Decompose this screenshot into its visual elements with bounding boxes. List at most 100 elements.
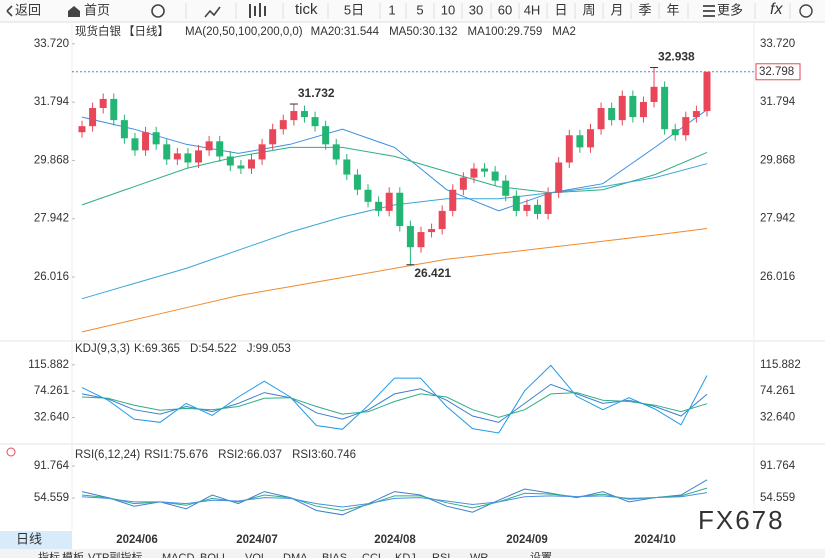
candle-body (120, 120, 128, 139)
indicator-line (81, 487, 708, 512)
period-tab[interactable]: 日线 (16, 531, 42, 546)
candle-body (682, 117, 690, 136)
candle-body (195, 150, 203, 163)
candle-icon[interactable] (249, 3, 266, 18)
bottom-tab[interactable]: VTP副指标 (88, 550, 142, 558)
bottom-tab[interactable]: VOL (245, 552, 267, 558)
period-button[interactable]: 60 (498, 2, 512, 17)
y-tick-label-right: 91.764 (760, 460, 796, 472)
legend-item: RSI1:75.676 (144, 449, 208, 461)
bottom-tab[interactable]: 设置 (530, 551, 552, 558)
x-tick-label: 2024/08 (374, 534, 416, 546)
period-button[interactable]: 4H (524, 2, 541, 17)
candle-body (290, 111, 298, 121)
candle-body (449, 189, 457, 211)
period-tab-bg[interactable] (0, 531, 72, 549)
candle-body (639, 101, 647, 118)
period-button[interactable]: 年 (666, 2, 679, 17)
y-tick-label-right: 31.794 (760, 96, 796, 108)
candle-body (565, 135, 573, 163)
period-button[interactable]: 季 (638, 2, 651, 17)
candle-body (184, 153, 192, 163)
bottom-tab[interactable]: BIAS (322, 552, 347, 558)
legend-item: MA2 (552, 26, 576, 38)
candle-body (481, 168, 489, 172)
candle-body (618, 95, 626, 121)
candle-body (523, 204, 531, 211)
candle-body (555, 162, 563, 193)
tick-button[interactable]: tick (295, 1, 318, 18)
y-tick-label-right: 54.559 (760, 492, 795, 504)
legend-item: RSI3:60.746 (292, 449, 356, 461)
legend-title: RSI(6,12,24) (75, 449, 140, 461)
back-button[interactable]: 返回 (15, 2, 41, 17)
candle-body (279, 120, 287, 130)
bottom-tab[interactable]: 指标 (38, 550, 60, 558)
y-tick-label-left: 115.882 (28, 359, 69, 371)
x-tick-label: 2024/07 (236, 534, 278, 546)
candle-body (142, 132, 150, 151)
indicator-line (81, 479, 708, 516)
more-button[interactable]: 更多 (717, 2, 743, 17)
candle-body (661, 86, 669, 130)
legend-item: J:99.053 (247, 343, 291, 355)
period-button[interactable]: 5日 (344, 2, 364, 17)
indicator-line (81, 146, 708, 206)
y-tick-label-left: 91.764 (34, 460, 70, 472)
y-tick-label-left: 26.016 (34, 271, 69, 283)
candle-body (438, 210, 446, 230)
bottom-tab[interactable]: 模板 (62, 550, 84, 558)
period-button[interactable]: 10 (441, 2, 455, 17)
back-icon[interactable] (6, 5, 13, 17)
last-price-label: 32.798 (759, 66, 794, 78)
home-button[interactable]: 首页 (84, 2, 110, 17)
period-button[interactable]: 日 (554, 2, 567, 17)
indicator-line (81, 492, 708, 508)
menu-icon[interactable] (703, 5, 715, 17)
indicator-line (81, 392, 708, 418)
period-button[interactable]: 周 (582, 2, 595, 17)
ma-params: MA(20,50,100,200,0,0) (185, 26, 303, 38)
home-icon[interactable] (68, 6, 80, 17)
period-button[interactable]: 5 (416, 2, 423, 17)
bottom-tab[interactable]: DMA (283, 552, 308, 558)
bottom-tab[interactable]: KDJ (395, 552, 416, 558)
y-tick-label-left: 33.720 (34, 38, 69, 50)
bottom-tab[interactable]: WR (470, 552, 488, 558)
candle-body (269, 129, 277, 145)
candle-body (650, 86, 658, 102)
refresh-icon[interactable] (151, 4, 165, 18)
fx-button[interactable]: fx (770, 1, 783, 18)
candle-body (491, 171, 499, 181)
candle-body (671, 129, 679, 136)
candle-body (99, 98, 107, 109)
candle-body (131, 138, 139, 151)
extreme-label: 26.421 (414, 266, 451, 280)
x-tick-label: 2024/06 (116, 534, 158, 546)
panel-tools (705, 29, 750, 39)
legend-title: 【日线】 (123, 24, 169, 38)
y-tick-label-right: 115.882 (760, 359, 801, 371)
candle-body (300, 111, 308, 118)
bottom-tab[interactable]: MACD (162, 552, 194, 558)
settings-icon[interactable] (799, 4, 813, 18)
y-tick-label-left: 29.868 (34, 154, 69, 166)
y-tick-label-left: 27.942 (34, 213, 69, 225)
candle-body (692, 111, 700, 118)
bottom-tab[interactable]: RSI (432, 552, 450, 558)
y-tick-label-left: 32.640 (34, 412, 69, 424)
period-button[interactable]: 1 (388, 2, 395, 17)
panel-settings-icon[interactable] (6, 447, 16, 457)
line-chart-icon[interactable] (204, 6, 221, 18)
period-button[interactable]: 30 (469, 2, 483, 17)
bottom-tab-bar (0, 549, 825, 558)
y-tick-label-left: 74.261 (34, 385, 69, 397)
period-button[interactable]: 月 (610, 2, 623, 17)
bottom-tab[interactable]: BOLL (200, 552, 228, 558)
bottom-tab[interactable]: CCI (362, 552, 381, 558)
candle-body (502, 180, 510, 196)
candle-body (226, 156, 234, 166)
candle-body (332, 144, 340, 160)
candle-body (703, 71, 711, 112)
candle-body (576, 135, 584, 148)
